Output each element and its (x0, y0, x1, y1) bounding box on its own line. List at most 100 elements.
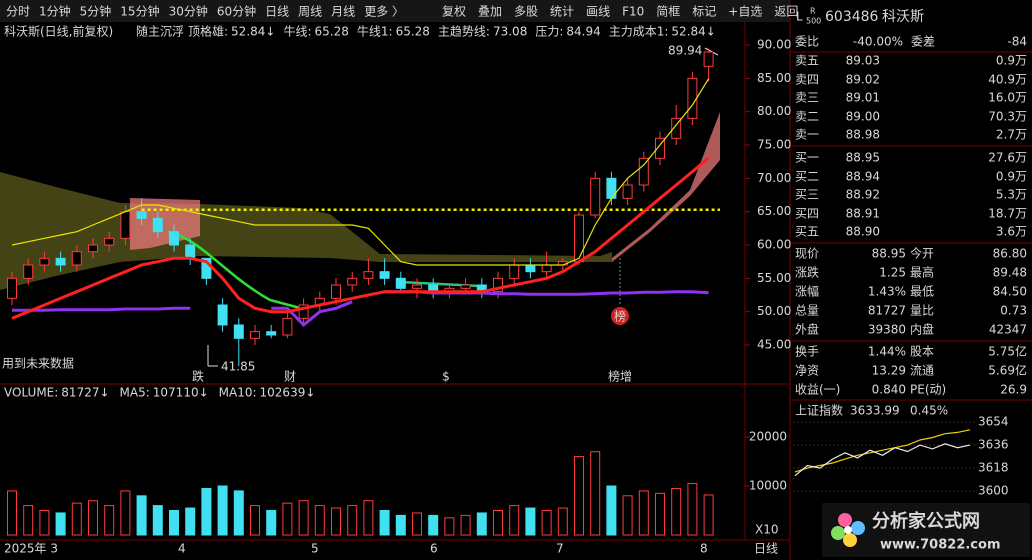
event-marker[interactable]: 跌 (192, 369, 204, 384)
volume-bar (314, 505, 325, 536)
candle-body (541, 264, 552, 273)
volume-bar (331, 507, 341, 536)
candle-body (152, 217, 163, 233)
book-price: 89.01 (846, 91, 880, 105)
volume-bar (379, 510, 390, 536)
cloud (0, 172, 612, 290)
candle-body (185, 244, 196, 259)
volume-bar (622, 495, 633, 536)
legend-value: 65.28 (315, 25, 349, 39)
legend-value: 107110↓ (153, 386, 209, 400)
stat-value: 0.840 (872, 383, 906, 397)
toolbar-button[interactable]: +自选 (728, 5, 762, 19)
volume-bar (152, 505, 163, 536)
toolbar-button[interactable]: 60分钟 (217, 4, 256, 19)
stat-label: 外盘 (795, 322, 819, 337)
flag: L (796, 10, 803, 24)
candle-body (331, 284, 341, 299)
volume-bar (136, 495, 147, 536)
toolbar-button[interactable]: 复权 (442, 5, 466, 19)
book-label: 买二 (795, 170, 819, 184)
stat-value: 13.29 (872, 364, 906, 378)
volume-bar (201, 487, 212, 536)
stat-label: 量比 (910, 304, 934, 318)
petal (831, 526, 845, 540)
stat-value: 88.95 (872, 247, 906, 261)
event-marker[interactable]: 榜增 (608, 369, 632, 384)
period-label: 日线 (754, 542, 778, 556)
volume-bar (574, 456, 584, 536)
toolbar-button[interactable]: 5分钟 (80, 4, 112, 19)
toolbar-button[interactable]: 更多 〉 (364, 5, 404, 19)
petal (844, 526, 852, 534)
toolbar-button[interactable]: 返回 (774, 5, 798, 19)
toolbar-button[interactable]: 分时 (6, 5, 30, 19)
stat-label: 收益(一) (795, 383, 840, 397)
candle-body (88, 244, 98, 253)
index-line (794, 443, 971, 477)
event-marker[interactable]: $ (442, 370, 450, 384)
candle-body (655, 137, 665, 159)
volume-bar (347, 505, 358, 536)
stat-label: 内盘 (910, 322, 934, 337)
candle-body (71, 251, 82, 266)
book-price: 88.94 (846, 170, 880, 184)
candle-body (574, 214, 584, 263)
y-tick-label: 45.00 (757, 338, 791, 352)
y-tick-label: 80.00 (757, 104, 791, 118)
y-tick-label: 90.00 (757, 38, 791, 52)
trend-curve (167, 230, 301, 310)
candle-body (347, 277, 358, 286)
y-tick-label: 60.00 (757, 238, 791, 252)
stat-label: PE(动) (910, 383, 946, 397)
toolbar-button[interactable]: 多股 (514, 5, 538, 19)
volume-bar (39, 510, 50, 536)
event-marker[interactable]: 财 (284, 370, 296, 384)
book-price: 88.98 (846, 128, 880, 142)
toolbar-button[interactable]: 周线 (298, 5, 322, 19)
legend-value: 52.84↓ (231, 25, 275, 39)
toolbar-button[interactable]: 简框 (656, 5, 680, 19)
quote-value: -40.00% (853, 35, 903, 49)
toolbar-button[interactable]: 月线 (331, 5, 355, 19)
toolbar-button[interactable]: 叠加 (478, 5, 502, 19)
toolbar-button[interactable]: 30分钟 (169, 4, 208, 19)
book-volume: 2.7万 (996, 128, 1027, 142)
badge: 榜 (614, 309, 626, 324)
book-volume: 70.3万 (988, 110, 1027, 124)
petal (843, 533, 857, 547)
candle-body (7, 277, 17, 299)
volume-bar (120, 490, 131, 536)
volume-bar (282, 502, 293, 536)
quote-value: -84 (1007, 35, 1027, 49)
legend-label: 压力: (535, 25, 563, 39)
candle-body (412, 284, 422, 289)
candle-body (266, 331, 277, 336)
volume-bar (55, 512, 66, 536)
toolbar-button[interactable]: F10 (622, 5, 644, 19)
toolbar-button[interactable]: 日线 (265, 5, 289, 19)
y-tick-label: 10000 (749, 479, 787, 493)
y-tick-label: 75.00 (757, 138, 791, 152)
toolbar-button[interactable]: 标记 (692, 5, 716, 19)
month-label: 7 (556, 542, 564, 556)
book-label: 卖二 (795, 110, 819, 124)
month-label: 8 (700, 542, 708, 556)
candle-body (282, 317, 293, 336)
bull-line (11, 78, 710, 266)
legend-label: MA10: (219, 386, 257, 400)
toolbar-button[interactable]: 画线 (586, 5, 610, 19)
book-label: 买五 (795, 225, 819, 239)
y-tick-label: 3654 (978, 415, 1009, 429)
y-tick-label: 3636 (978, 438, 1009, 452)
candle-body (622, 184, 633, 199)
toolbar-button[interactable]: 1分钟 (39, 4, 71, 19)
toolbar-button[interactable]: 统计 (550, 5, 574, 19)
volume-bar (233, 490, 244, 536)
volume-unit: X10 (755, 523, 779, 537)
legend-label: 顶格雄: (188, 24, 228, 39)
legend-value: 65.28 (396, 25, 430, 39)
book-volume: 27.6万 (988, 151, 1027, 165)
volume-bar (71, 502, 82, 536)
toolbar-button[interactable]: 15分钟 (120, 4, 159, 19)
